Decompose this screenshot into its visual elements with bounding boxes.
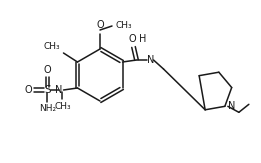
Text: N: N: [147, 55, 154, 65]
Text: N: N: [228, 101, 235, 111]
Text: H: H: [139, 34, 146, 44]
Text: NH₂: NH₂: [39, 104, 56, 113]
Text: CH₃: CH₃: [44, 42, 61, 51]
Text: N: N: [55, 85, 62, 95]
Text: O: O: [96, 20, 104, 30]
Text: S: S: [44, 85, 51, 95]
Text: CH₃: CH₃: [116, 21, 133, 30]
Text: CH₃: CH₃: [54, 102, 71, 111]
Text: O: O: [129, 34, 136, 44]
Text: O: O: [25, 85, 32, 95]
Text: O: O: [44, 65, 51, 75]
